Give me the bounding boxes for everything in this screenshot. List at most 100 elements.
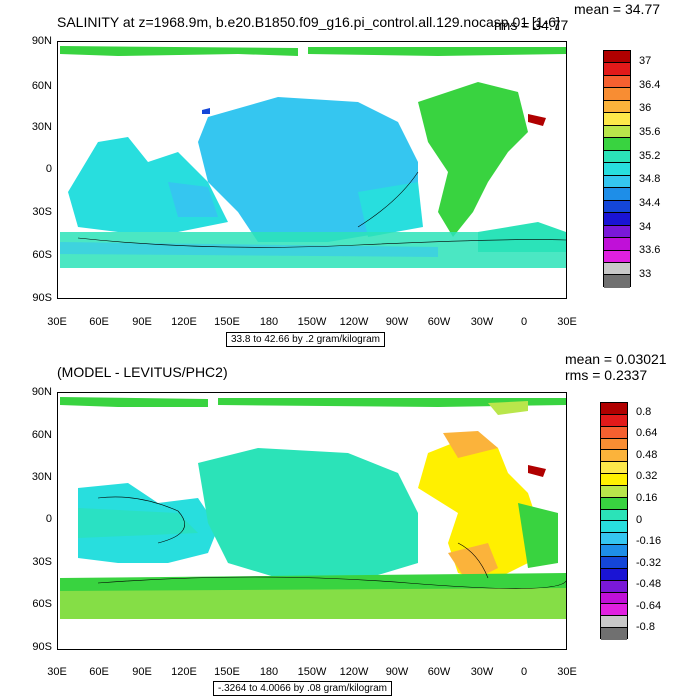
colorbar-swatch <box>601 568 627 581</box>
panel2-lat-label: 60N <box>31 429 52 441</box>
colorbar-label: 35.2 <box>639 149 661 162</box>
lon-label: 30W <box>470 316 494 328</box>
colorbar-swatch <box>601 616 627 629</box>
panel2-map <box>57 392 567 650</box>
lon-label: 60E <box>89 666 109 678</box>
colorbar-label: -0.64 <box>636 599 662 612</box>
colorbar-swatch <box>601 426 627 439</box>
lon-label: 30E <box>557 666 577 678</box>
colorbar-swatch <box>604 200 630 214</box>
lon-label: 150E <box>214 666 240 678</box>
lon-label: 60W <box>427 316 451 328</box>
lon-label: 30E <box>47 666 67 678</box>
colorbar-swatch <box>604 51 630 64</box>
lon-label: 90W <box>385 316 409 328</box>
lon-label: 120E <box>171 666 197 678</box>
colorbar-label: 33 <box>639 268 652 281</box>
panel2-ocean-fill <box>60 397 566 619</box>
lon-label: 180 <box>259 316 279 328</box>
colorbar-swatch <box>604 250 630 263</box>
colorbar-label: 34.4 <box>639 197 661 210</box>
lon-label: 0 <box>520 316 528 328</box>
colorbar-swatch <box>604 125 630 139</box>
colorbar-swatch <box>601 403 627 415</box>
panel1-title: SALINITY at z=1968.9m, b.e20.B1850.f09_g… <box>57 14 560 30</box>
panel2-rms: rms = 0.2337 <box>565 367 648 383</box>
colorbar-swatch <box>601 556 627 569</box>
colorbar-swatch <box>601 604 627 617</box>
colorbar-swatch <box>601 438 627 451</box>
colorbar-label: 0.32 <box>636 470 658 483</box>
colorbar-swatch <box>604 163 630 176</box>
colorbar-swatch <box>604 113 630 126</box>
colorbar-label: 37 <box>639 54 652 67</box>
panel2-lat-label: 90S <box>32 641 52 653</box>
lon-label: 30E <box>557 316 577 328</box>
lon-label: 60W <box>427 666 451 678</box>
colorbar-swatch <box>604 213 630 226</box>
colorbar-label: -0.32 <box>636 556 662 569</box>
colorbar-label: 36.4 <box>639 78 661 91</box>
panel2-lat-label: 30N <box>31 471 52 483</box>
lon-label: 90E <box>132 316 152 328</box>
colorbar-swatch <box>604 175 630 189</box>
colorbar-swatch <box>604 150 630 164</box>
panel1-lat-label: 0 <box>45 163 52 175</box>
colorbar-swatch <box>601 509 627 522</box>
colorbar-label: 0.16 <box>636 491 658 504</box>
colorbar-swatch <box>604 138 630 151</box>
colorbar-swatch <box>604 88 630 101</box>
colorbar-swatch <box>601 628 627 640</box>
lon-label: 180 <box>259 666 279 678</box>
panel2-mean: mean = 0.03021 <box>565 351 667 367</box>
colorbar-label: 36 <box>639 102 652 115</box>
lon-label: 150W <box>297 666 327 678</box>
panel1-lat-label: 90N <box>31 35 52 47</box>
colorbar-swatch <box>601 497 627 510</box>
colorbar-swatch <box>601 462 627 475</box>
lon-label: 120W <box>339 316 369 328</box>
panel1-lat-label: 60S <box>32 249 52 261</box>
panel1-lat-label: 30N <box>31 121 52 133</box>
colorbar-swatch <box>601 485 627 498</box>
panel1-lon-labels: 30E 60E 90E 120E 150E 180 150W 120W 90W … <box>0 316 700 332</box>
panel2-range-box: -.3264 to 4.0066 by .08 gram/kilogram <box>213 681 392 696</box>
colorbar-label: 0 <box>636 513 643 526</box>
lon-label: 60E <box>89 316 109 328</box>
colorbar-swatch <box>601 580 627 593</box>
panel1-ocean-fill <box>60 46 566 268</box>
panel2-lat-label: 0 <box>45 513 52 525</box>
colorbar-label: 0.48 <box>636 448 658 461</box>
panel1-map <box>57 41 567 299</box>
panel1-lat-label: 60N <box>31 80 52 92</box>
colorbar-swatch <box>604 262 630 276</box>
colorbar-label: 0.8 <box>636 405 652 418</box>
colorbar-label: 34 <box>639 220 652 233</box>
colorbar-label: 33.6 <box>639 244 661 257</box>
colorbar-label: 0.64 <box>636 427 658 440</box>
colorbar-swatch <box>604 63 630 76</box>
panel1-lat-label: 90S <box>32 292 52 304</box>
colorbar-swatch <box>601 545 627 557</box>
lon-label: 30W <box>470 666 494 678</box>
panel2-lat-label: 30S <box>32 556 52 568</box>
lon-label: 150W <box>297 316 327 328</box>
colorbar-swatch <box>604 75 630 89</box>
panel2-lon-labels: 30E 60E 90E 120E 150E 180 150W 120W 90W … <box>0 666 700 682</box>
lon-label: 0 <box>520 666 528 678</box>
colorbar-swatch <box>601 474 627 486</box>
colorbar-label: -0.8 <box>636 621 655 634</box>
lon-label: 120W <box>339 666 369 678</box>
panel1-range-box: 33.8 to 42.66 by .2 gram/kilogram <box>226 332 385 347</box>
panel1-colorbar <box>603 50 631 288</box>
colorbar-swatch <box>601 450 627 463</box>
colorbar-label: -0.48 <box>636 578 662 591</box>
colorbar-swatch <box>601 521 627 534</box>
colorbar-label: 35.6 <box>639 125 661 138</box>
panel2-lat-label: 60S <box>32 598 52 610</box>
colorbar-swatch <box>604 225 630 239</box>
lon-label: 90E <box>132 666 152 678</box>
panel2-title: (MODEL - LEVITUS/PHC2) <box>57 364 228 380</box>
lon-label: 120E <box>171 316 197 328</box>
colorbar-swatch <box>604 188 630 201</box>
